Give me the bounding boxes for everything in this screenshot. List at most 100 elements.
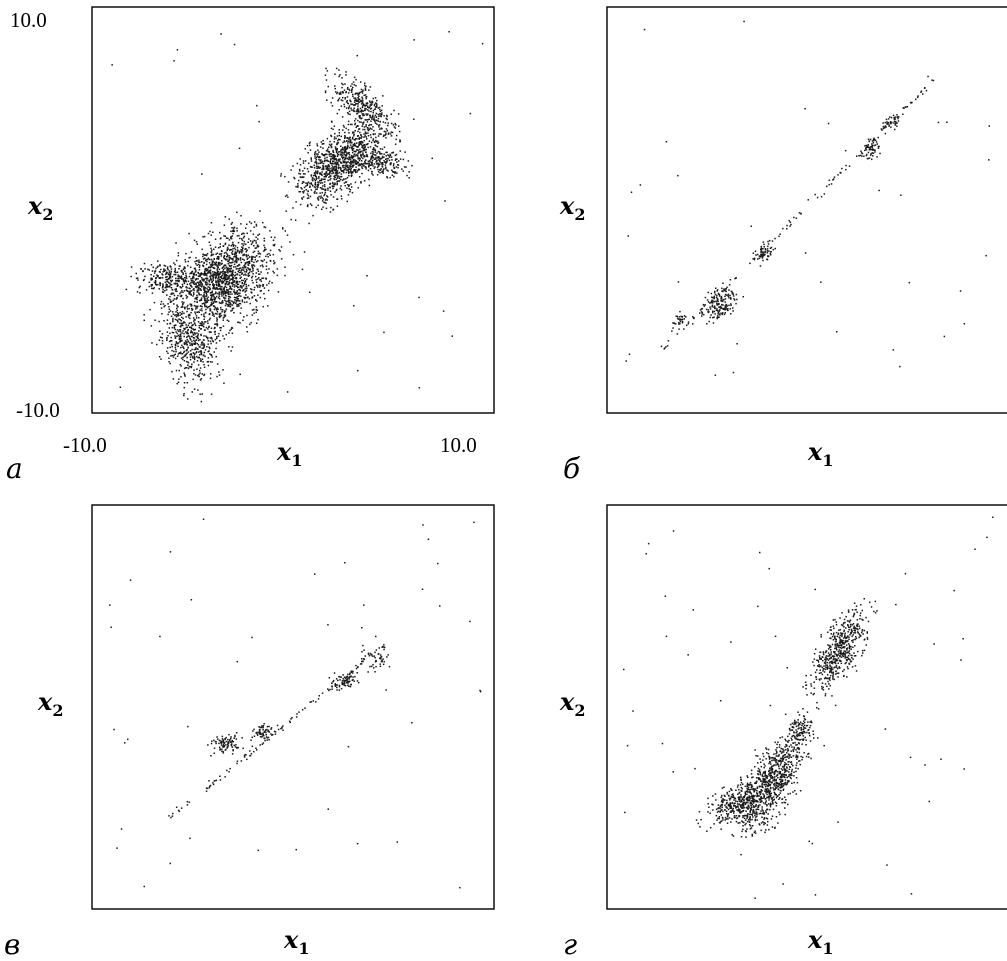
scatter-point bbox=[205, 290, 207, 293]
scatter-point bbox=[188, 322, 190, 324]
scatter-point bbox=[324, 185, 326, 188]
scatter-point bbox=[364, 107, 366, 110]
scatter-point bbox=[186, 283, 189, 286]
scatter-point bbox=[730, 303, 732, 305]
scatter-point bbox=[218, 332, 220, 335]
scatter-point bbox=[226, 746, 229, 748]
plot-frame-g bbox=[606, 504, 1007, 910]
scatter-point bbox=[383, 644, 385, 646]
scatter-point bbox=[280, 258, 283, 260]
scatter-point bbox=[347, 194, 350, 196]
scatter-point bbox=[347, 170, 349, 172]
scatter-point bbox=[759, 255, 761, 257]
scatter-point bbox=[365, 125, 367, 128]
scatter-point bbox=[208, 319, 211, 321]
scatter-point bbox=[184, 355, 187, 357]
scatter-point bbox=[191, 344, 193, 347]
scatter-point bbox=[775, 775, 778, 777]
scatter-point bbox=[221, 280, 223, 283]
scatter-point bbox=[739, 811, 741, 814]
scatter-point bbox=[231, 221, 233, 224]
scatter-point bbox=[814, 193, 816, 196]
scatter-point bbox=[226, 283, 229, 286]
scatter-point bbox=[185, 289, 188, 291]
scatter-point bbox=[351, 89, 353, 92]
scatter-point bbox=[186, 338, 188, 341]
scatter-point bbox=[153, 281, 156, 284]
scatter-point bbox=[231, 270, 234, 272]
scatter-point bbox=[324, 188, 327, 191]
scatter-point bbox=[358, 111, 360, 113]
scatter-point bbox=[344, 685, 347, 687]
scatter-point bbox=[165, 278, 167, 281]
scatter-point bbox=[431, 157, 433, 160]
scatter-point bbox=[190, 327, 193, 330]
scatter-point bbox=[195, 347, 197, 349]
scatter-point bbox=[777, 741, 779, 743]
scatter-point bbox=[195, 335, 198, 338]
scatter-point bbox=[239, 300, 241, 302]
scatter-point bbox=[340, 93, 342, 95]
scatter-point bbox=[183, 351, 185, 354]
scatter-point bbox=[345, 680, 347, 682]
scatter-point bbox=[358, 163, 361, 165]
scatter-point bbox=[284, 274, 286, 277]
scatter-point bbox=[367, 146, 369, 149]
scatter-point bbox=[735, 293, 738, 296]
scatter-point bbox=[229, 739, 231, 741]
scatter-point bbox=[774, 772, 776, 774]
scatter-point bbox=[178, 378, 180, 380]
scatter-point bbox=[161, 342, 164, 345]
scatter-point bbox=[332, 209, 334, 211]
scatter-point bbox=[221, 301, 223, 303]
scatter-point bbox=[215, 261, 217, 263]
scatter-point bbox=[365, 155, 367, 158]
scatter-point bbox=[336, 161, 339, 164]
scatter-point bbox=[366, 138, 368, 140]
scatter-point bbox=[211, 311, 213, 313]
scatter-point bbox=[236, 293, 239, 295]
scatter-point bbox=[789, 776, 792, 779]
scatter-point bbox=[773, 791, 775, 794]
scatter-point bbox=[178, 336, 181, 338]
scatter-point bbox=[196, 285, 198, 287]
scatter-point bbox=[341, 116, 344, 118]
scatter-point bbox=[385, 166, 387, 168]
scatter-point bbox=[251, 257, 253, 259]
scatter-point bbox=[215, 262, 217, 264]
scatter-point bbox=[943, 335, 946, 338]
scatter-point bbox=[341, 681, 343, 684]
scatter-point bbox=[194, 332, 196, 334]
scatter-point bbox=[865, 154, 868, 157]
scatter-point bbox=[363, 149, 366, 152]
scatter-point bbox=[201, 303, 204, 305]
scatter-point bbox=[110, 626, 112, 628]
scatter-point bbox=[787, 753, 790, 755]
scatter-point bbox=[186, 308, 189, 310]
scatter-point bbox=[341, 99, 344, 102]
scatter-point bbox=[244, 273, 246, 275]
scatter-point bbox=[217, 335, 220, 337]
scatter-point bbox=[185, 297, 188, 299]
scatter-point bbox=[328, 689, 330, 692]
scatter-point bbox=[353, 101, 356, 103]
scatter-point bbox=[374, 154, 376, 156]
scatter-point bbox=[192, 295, 194, 297]
scatter-point bbox=[257, 238, 259, 240]
scatter-point bbox=[716, 294, 718, 297]
scatter-point bbox=[193, 300, 196, 303]
scatter-point bbox=[216, 324, 219, 327]
scatter-point bbox=[243, 274, 245, 276]
scatter-point bbox=[209, 272, 212, 275]
scatter-point bbox=[332, 156, 334, 159]
scatter-point bbox=[356, 100, 358, 102]
scatter-point bbox=[775, 781, 778, 784]
scatter-point bbox=[230, 230, 232, 233]
scatter-point bbox=[314, 190, 316, 193]
scatter-point bbox=[760, 248, 762, 251]
scatter-point bbox=[332, 168, 334, 171]
scatter-point bbox=[357, 105, 359, 107]
scatter-point bbox=[282, 725, 284, 727]
scatter-point bbox=[342, 124, 345, 127]
scatter-point bbox=[158, 356, 161, 358]
